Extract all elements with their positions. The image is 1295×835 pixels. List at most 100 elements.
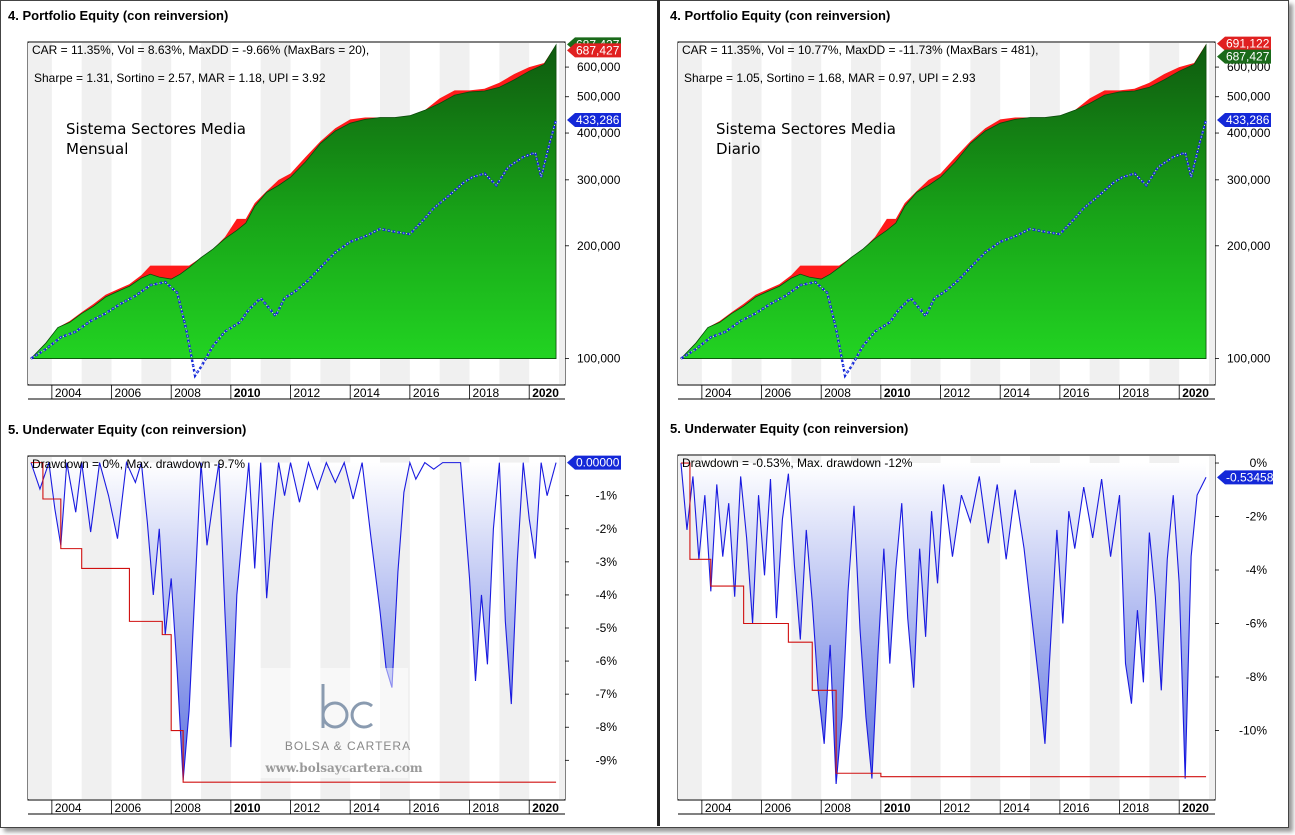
x-tick-label: 2006 (115, 386, 142, 400)
x-tick-label: 2018 (473, 386, 500, 400)
x-tick-label: 2018 (1123, 386, 1150, 400)
chart-title: 5. Underwater Equity (con reinversion) (670, 421, 908, 436)
year-band (559, 43, 565, 384)
y-tick-label: 100,000 (577, 352, 621, 366)
year-band (678, 43, 702, 384)
y-tick-label: 400,000 (1227, 126, 1271, 140)
chart-panel-3: 5. Underwater Equity (con reinversion) 20… (8, 422, 621, 815)
watermark: BOLSA & CARTERA www.bolsaycartera.com (258, 668, 423, 778)
x-tick-label: 2018 (473, 801, 500, 815)
max-drawdown-line (680, 462, 1207, 778)
x-tick-label: 2006 (765, 801, 792, 815)
equity-area (680, 43, 1207, 359)
value-tag-label: 687,427 (576, 43, 620, 57)
x-tick-label: 2020 (1182, 801, 1209, 815)
y-tick-label: -2% (1246, 510, 1268, 524)
year-band (1209, 456, 1215, 799)
x-tick-label: 2004 (705, 801, 732, 815)
value-tag-label: 691,122 (1226, 37, 1270, 51)
value-tag (1217, 470, 1273, 485)
watermark-brand: BOLSA & CARTERA (285, 739, 411, 753)
x-tick-label: 2006 (765, 386, 792, 400)
x-tick-label: 2018 (1123, 801, 1150, 815)
system-label: Diario (716, 140, 760, 158)
y-tick-label: 100,000 (1227, 352, 1271, 366)
y-tick-label: -3% (596, 555, 618, 569)
x-tick-label: 2008 (174, 386, 201, 400)
x-tick-label: 2012 (294, 386, 321, 400)
value-tag (567, 455, 621, 470)
y-tick-label: -1% (596, 489, 618, 503)
chart-title: 4. Portfolio Equity (con reinversion) (8, 8, 228, 23)
plot-marks (30, 43, 558, 379)
stats-line-1: CAR = 11.35%, Vol = 8.63%, MaxDD = -9.66… (32, 43, 369, 57)
y-tick-label: -7% (596, 687, 618, 701)
x-tick-label: 2016 (1063, 801, 1090, 815)
x-tick-label: 2004 (55, 386, 82, 400)
chart-panel-4: 5. Underwater Equity (con reinversion) 20… (670, 421, 1280, 815)
chart-title: 5. Underwater Equity (con reinversion) (8, 422, 246, 437)
year-band (28, 43, 52, 384)
y-tick-label: -6% (596, 654, 618, 668)
stats-line-1: Drawdown = 0%, Max. drawdown -9.7% (32, 457, 245, 471)
value-tag-label: 433,286 (1226, 113, 1270, 127)
y-tick-label: -4% (1246, 563, 1268, 577)
x-tick-label: 2004 (705, 386, 732, 400)
y-tick-label: -4% (596, 588, 618, 602)
benchmark-line-highlight (30, 119, 557, 377)
y-tick-label: -8% (1246, 670, 1268, 684)
equity-area (30, 43, 557, 359)
year-band (81, 457, 112, 799)
x-tick-label: 2006 (115, 801, 142, 815)
y-tick-label: 300,000 (1227, 173, 1271, 187)
drawdown-area (30, 462, 557, 781)
system-label: Mensual (66, 140, 128, 158)
x-tick-label: 2010 (884, 386, 911, 400)
y-tick-label: -8% (596, 720, 618, 734)
x-tick-label: 2004 (55, 801, 82, 815)
x-tick-label: 2008 (174, 801, 201, 815)
max-drawdown-line (30, 462, 557, 783)
stats-line-2: Sharpe = 1.31, Sortino = 2.57, MAR = 1.1… (34, 71, 326, 85)
chart-panel-1: 4. Portfolio Equity (con reinversion) 200… (8, 8, 621, 400)
y-tick-label: 500,000 (577, 90, 621, 104)
year-band (1209, 43, 1215, 384)
watermark-logo-b (321, 701, 349, 729)
stats-line-2: Sharpe = 1.05, Sortino = 1.68, MAR = 0.9… (684, 71, 976, 85)
x-tick-label: 2016 (1063, 386, 1090, 400)
y-tick-label: 300,000 (577, 173, 621, 187)
year-band (678, 456, 702, 799)
drawdown-area (680, 463, 1207, 784)
value-tag-label: 687,427 (1226, 50, 1270, 64)
y-tick-label: -5% (596, 621, 618, 635)
year-band (559, 457, 565, 799)
y-tick-label: 0% (1250, 456, 1268, 470)
x-tick-label: 2016 (413, 801, 440, 815)
x-tick-label: 2014 (1003, 386, 1030, 400)
x-tick-label: 2012 (294, 801, 321, 815)
chart-panel-2: 4. Portfolio Equity (con reinversion) 200… (670, 8, 1271, 400)
x-tick-label: 2020 (1182, 386, 1209, 400)
system-label: Sistema Sectores Media (66, 120, 246, 138)
value-tag (567, 113, 621, 128)
value-tag-label: 0.00000 (576, 456, 620, 470)
x-tick-label: 2014 (353, 801, 380, 815)
benchmark-line-highlight (680, 119, 1207, 377)
plot-marks (30, 460, 557, 783)
x-tick-label: 2014 (1003, 801, 1030, 815)
year-band (28, 457, 52, 799)
y-tick-label: 400,000 (577, 126, 621, 140)
value-tag (567, 43, 621, 58)
chart-title: 4. Portfolio Equity (con reinversion) (670, 8, 890, 23)
stats-line-1: Drawdown = -0.53%, Max. drawdown -12% (682, 456, 913, 470)
panel-divider (657, 0, 660, 826)
x-tick-label: 2010 (234, 386, 261, 400)
y-tick-label: 200,000 (1227, 239, 1271, 253)
x-tick-label: 2020 (532, 386, 559, 400)
value-tag-label: -0.534584 (1226, 470, 1280, 484)
system-label: Sistema Sectores Media (716, 120, 896, 138)
value-tag-label: 433,286 (576, 113, 620, 127)
y-tick-label: -6% (1246, 616, 1268, 630)
watermark-backdrop (258, 668, 408, 778)
